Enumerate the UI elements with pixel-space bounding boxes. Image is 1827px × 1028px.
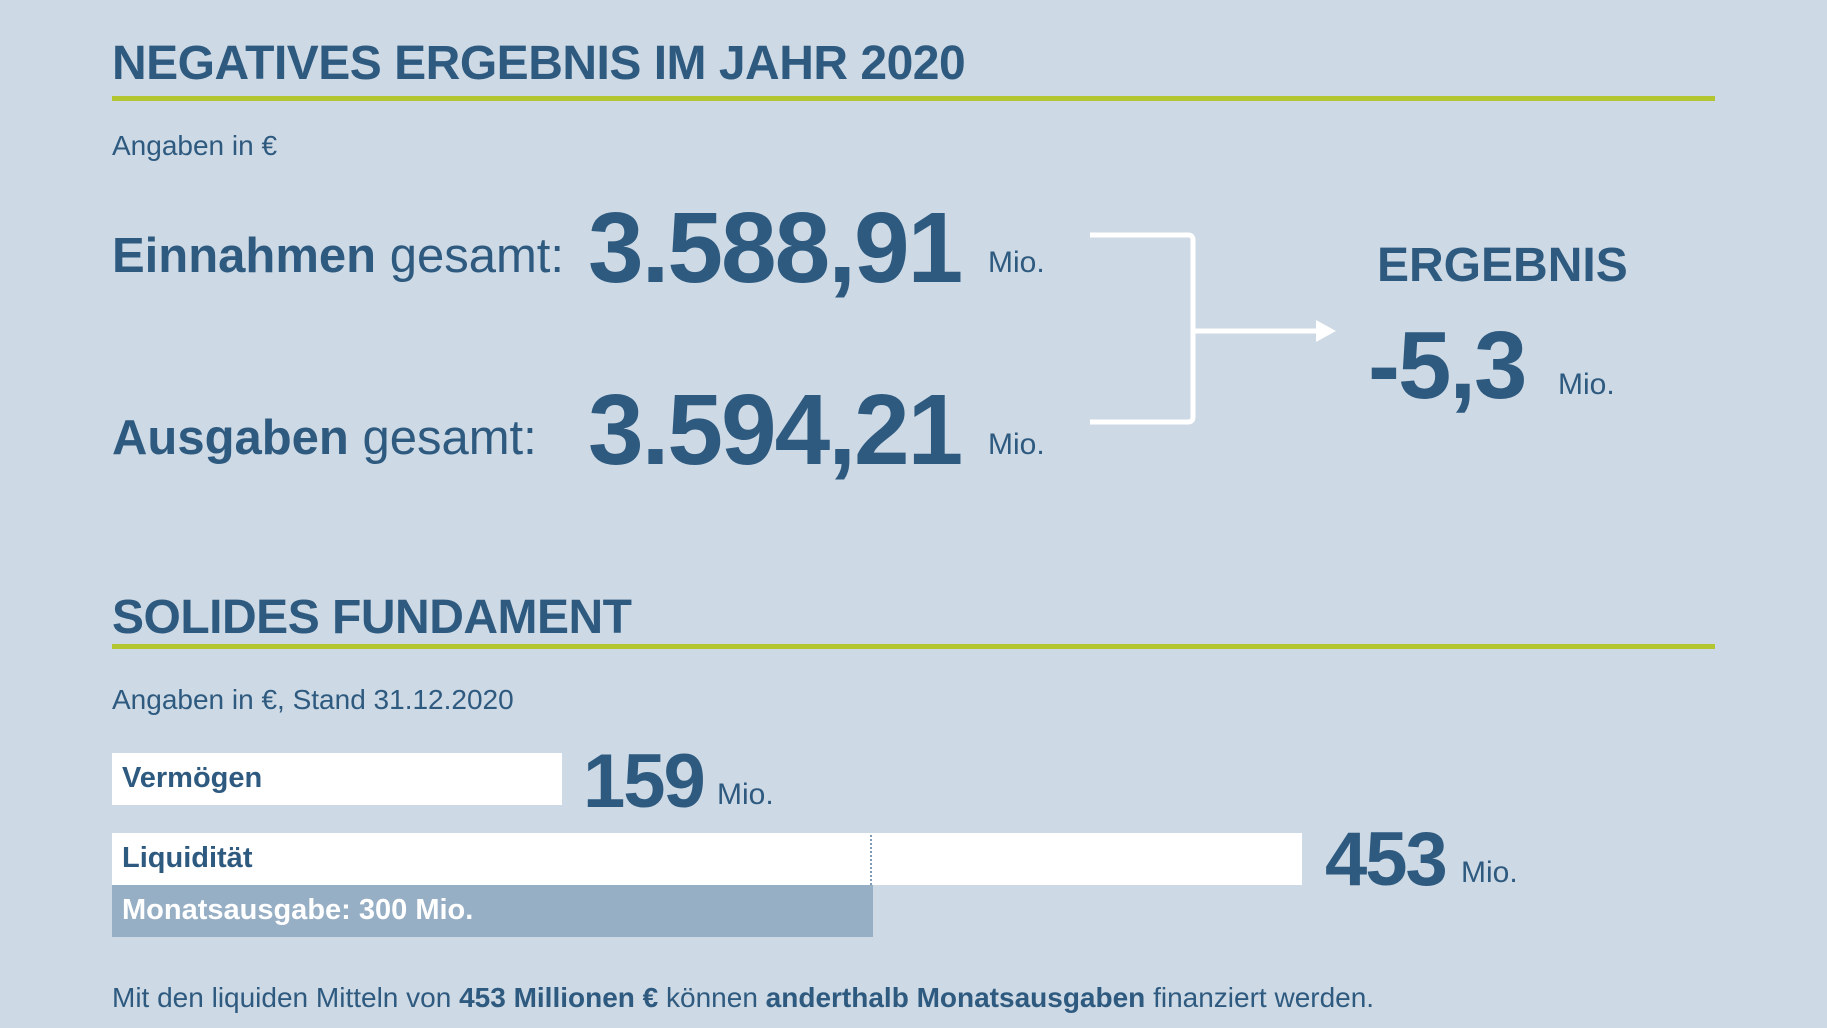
section2-note: Angaben in €, Stand 31.12.2020	[112, 684, 514, 715]
section2-title: SOLIDES FUNDAMENT	[112, 591, 632, 644]
footer-t1: Mit den liquiden Mitteln von	[112, 982, 460, 1013]
liquiditaet-unit: Mio.	[1461, 856, 1518, 889]
monatsausgabe-marker	[870, 835, 872, 885]
ausgaben-label-rest: gesamt:	[348, 411, 537, 465]
section1-rule	[112, 96, 1715, 101]
ergebnis-unit: Mio.	[1558, 368, 1615, 401]
einnahmen-unit: Mio.	[988, 246, 1045, 279]
vermoegen-unit: Mio.	[717, 778, 774, 811]
section1-note: Angaben in €	[112, 130, 278, 161]
section1-title: NEGATIVES ERGEBNIS IM JAHR 2020	[112, 37, 966, 90]
ausgaben-value: 3.594,21	[588, 374, 963, 486]
monatsausgabe-label: Monatsausgabe: 300 Mio.	[122, 894, 474, 926]
footer-b1: 453 Millionen €	[459, 982, 659, 1013]
einnahmen-label: Einnahmen gesamt:	[112, 228, 564, 284]
footer-t2: können	[658, 982, 766, 1013]
monatsausgabe-bar	[112, 885, 873, 937]
liquiditaet-label: Liquidität	[122, 842, 253, 874]
ausgaben-label-bold: Ausgaben	[112, 411, 349, 465]
footer-text: Mit den liquiden Mitteln von 453 Million…	[112, 982, 1374, 1014]
einnahmen-value: 3.588,91	[588, 192, 963, 304]
merge-arrow-icon	[1090, 232, 1336, 425]
liquiditaet-value: 453	[1325, 817, 1448, 902]
vermoegen-bar	[112, 753, 562, 805]
ausgaben-unit: Mio.	[988, 428, 1045, 461]
einnahmen-label-rest: gesamt:	[376, 229, 565, 283]
section2-rule	[112, 644, 1715, 649]
ergebnis-label: ERGEBNIS	[1377, 239, 1628, 292]
ergebnis-value: -5,3	[1368, 312, 1527, 419]
footer-b2: anderthalb Monatsausgaben	[765, 982, 1146, 1013]
einnahmen-label-bold: Einnahmen	[112, 229, 377, 283]
vermoegen-value: 159	[583, 739, 706, 824]
footer-t3: finanziert werden.	[1145, 982, 1375, 1013]
ausgaben-label: Ausgaben gesamt:	[112, 410, 537, 466]
vermoegen-label: Vermögen	[122, 762, 263, 794]
liquiditaet-bar	[112, 833, 1302, 885]
